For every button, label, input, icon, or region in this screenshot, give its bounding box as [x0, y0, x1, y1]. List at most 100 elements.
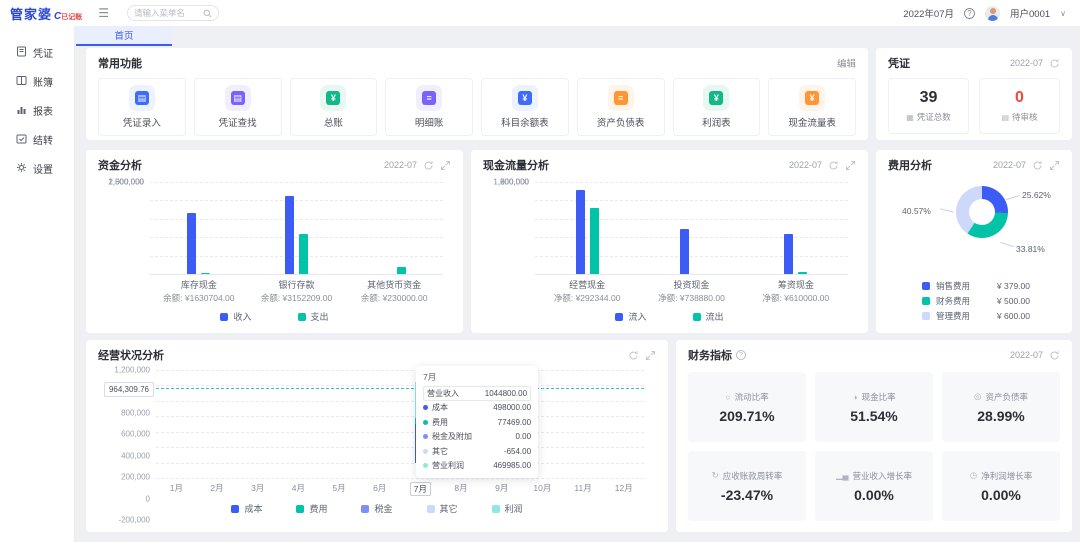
gridline	[535, 200, 848, 202]
function-label: 利润表	[702, 118, 731, 129]
category-labels: 经营现金 投资现金 筹资现金	[535, 278, 848, 291]
logo-text: 管家婆	[10, 6, 53, 22]
ratio-circle-icon: ○	[725, 391, 731, 402]
legend-label: 销售费用	[936, 280, 971, 291]
indicator-header: ○ 流动比率	[725, 391, 768, 403]
bar-流出-筹资现金	[798, 271, 808, 274]
indicator-资产负债率: ◎ 资产负债率 28.99%	[942, 372, 1060, 442]
sidebar-item-1[interactable]: 凭证	[0, 38, 74, 67]
total-count-icon: ▦	[906, 112, 914, 122]
legend-item-流出[interactable]: 流出	[692, 310, 724, 323]
legend-swatch	[922, 296, 930, 305]
legend-item-支出[interactable]: 支出	[297, 310, 329, 323]
indicator-label: 现金比率	[861, 391, 896, 402]
function-card-凭证录入[interactable]: ▤ 凭证录入	[98, 78, 186, 136]
function-icon: ▤	[224, 85, 251, 111]
fund-analysis-panel: 资金分析 2022-07 2,500,000 2,000,000 1,500,000…	[86, 150, 463, 333]
refresh-icon[interactable]	[628, 350, 639, 361]
sidebar-item-4[interactable]: 结转	[0, 125, 74, 154]
bar-流入-投资现金	[680, 228, 689, 274]
user-avatar[interactable]	[985, 5, 1000, 21]
legend-swatch	[296, 504, 305, 513]
sidebar-item-label: 凭证	[33, 49, 53, 60]
legend-amount: ¥ 600.00	[996, 310, 1030, 321]
sidebar-item-5[interactable]: 设置	[0, 154, 74, 183]
menu-search[interactable]	[127, 5, 220, 21]
edit-functions-link[interactable]: 编辑	[836, 59, 856, 70]
gridline	[156, 447, 644, 449]
menu-toggle-icon[interactable]: ☰	[98, 6, 110, 20]
tooltip-row-营业收入: 营业收入 1044800.00	[423, 386, 532, 401]
category-amount: 净额: ¥292344.00	[553, 293, 621, 303]
indicator-header: ◷ 净利润增长率	[970, 470, 1032, 482]
user-menu[interactable]: 用户0001	[1010, 9, 1051, 20]
indicator-营业收入增长率: ▁▄ 营业收入增长率 0.00%	[815, 451, 933, 521]
function-card-总账[interactable]: ¥ 总账	[289, 78, 378, 136]
expense-legend-item-财务费用[interactable]: 财务费用 ¥ 500.00	[888, 293, 1060, 308]
donut-hole	[969, 199, 995, 225]
expand-icon[interactable]	[645, 350, 656, 361]
indicator-label: 净利润增长率	[981, 470, 1033, 481]
refresh-icon[interactable]	[1049, 58, 1060, 69]
legend-swatch	[297, 312, 306, 321]
legend-item-流入[interactable]: 流入	[615, 310, 647, 323]
category-sublabels: 净额: ¥292344.00 净额: ¥738880.00 净额: ¥610000.…	[535, 292, 848, 304]
tab-bar: 首页	[76, 26, 1080, 46]
function-card-明细账[interactable]: ≡ 明细账	[385, 78, 473, 136]
legend-item-成本[interactable]: 成本	[231, 502, 262, 515]
function-label: 资产负债表	[596, 118, 645, 129]
function-card-利润表[interactable]: ¥ 利润表	[672, 78, 761, 136]
tooltip-label: 税金及附加	[432, 432, 473, 442]
bar-支出-其他货币资金	[396, 267, 406, 274]
carryover-icon	[16, 133, 27, 147]
expand-icon[interactable]	[1049, 160, 1060, 171]
active-month-label: 7月	[409, 482, 431, 496]
tab-home[interactable]: 首页	[76, 26, 172, 46]
x-axis-month: 8月	[454, 483, 468, 493]
panel-title: 凭证	[888, 58, 910, 70]
tooltip-dot	[423, 434, 429, 440]
stat-label-text: 凭证总数	[916, 112, 951, 122]
legend-item-利润[interactable]: 利润	[491, 502, 523, 515]
operating-legend: 成本 费用 税金 其它 利润	[98, 502, 656, 515]
function-card-科目余额表[interactable]: ¥ 科目余额表	[481, 78, 569, 136]
category-amount: 余额: ¥3152209.00	[260, 293, 333, 303]
refresh-icon[interactable]	[423, 160, 434, 171]
legend-item-收入[interactable]: 收入	[220, 310, 252, 323]
gridline	[156, 416, 644, 418]
sidebar-item-3[interactable]: 报表	[0, 96, 74, 125]
function-icon: ≡	[607, 85, 634, 111]
gridline	[156, 400, 644, 402]
function-card-现金流量表[interactable]: ¥ 现金流量表	[768, 78, 856, 136]
search-input[interactable]	[134, 8, 204, 18]
help-icon[interactable]: ?	[964, 7, 975, 19]
debt-ratio-icon: ◎	[974, 391, 982, 401]
sidebar-item-2[interactable]: 账簿	[0, 67, 74, 96]
chevron-down-icon[interactable]: ∨	[1060, 8, 1066, 18]
legend-label: 利润	[504, 504, 523, 514]
expense-legend-item-销售费用[interactable]: 销售费用 ¥ 379.00	[888, 278, 1060, 293]
function-card-资产负债表[interactable]: ≡ 资产负债表	[576, 78, 665, 136]
function-card-凭证查找[interactable]: ▤ 凭证查找	[193, 78, 282, 136]
legend-item-税金[interactable]: 税金	[361, 502, 393, 515]
expand-icon[interactable]	[440, 160, 451, 171]
info-icon[interactable]: ?	[736, 350, 746, 360]
legend-item-其它[interactable]: 其它	[426, 502, 458, 515]
function-icon: ▤	[128, 85, 155, 111]
tooltip-value: -654.00	[503, 446, 532, 456]
tooltip-value: 469985.00	[493, 461, 532, 471]
refresh-icon[interactable]	[1032, 160, 1043, 171]
bar-收入-银行存款	[285, 196, 294, 274]
x-axis-month: 2月	[210, 483, 224, 493]
legend-label: 流出	[705, 312, 724, 322]
legend-item-费用[interactable]: 费用	[296, 502, 327, 515]
operating-plot-area: 964,309.76	[103, 370, 644, 479]
expense-donut-chart: 25.62% 33.81% 40.57%	[888, 172, 1060, 272]
expense-legend-item-管理费用[interactable]: 管理费用 ¥ 600.00	[888, 308, 1060, 323]
tooltip-dot	[423, 405, 429, 411]
expand-icon[interactable]	[845, 160, 856, 171]
tooltip-row-费用: 费用 77469.00	[423, 415, 531, 430]
refresh-icon[interactable]	[828, 160, 839, 171]
refresh-icon[interactable]	[1049, 350, 1060, 361]
tooltip-label: 费用	[432, 417, 449, 427]
